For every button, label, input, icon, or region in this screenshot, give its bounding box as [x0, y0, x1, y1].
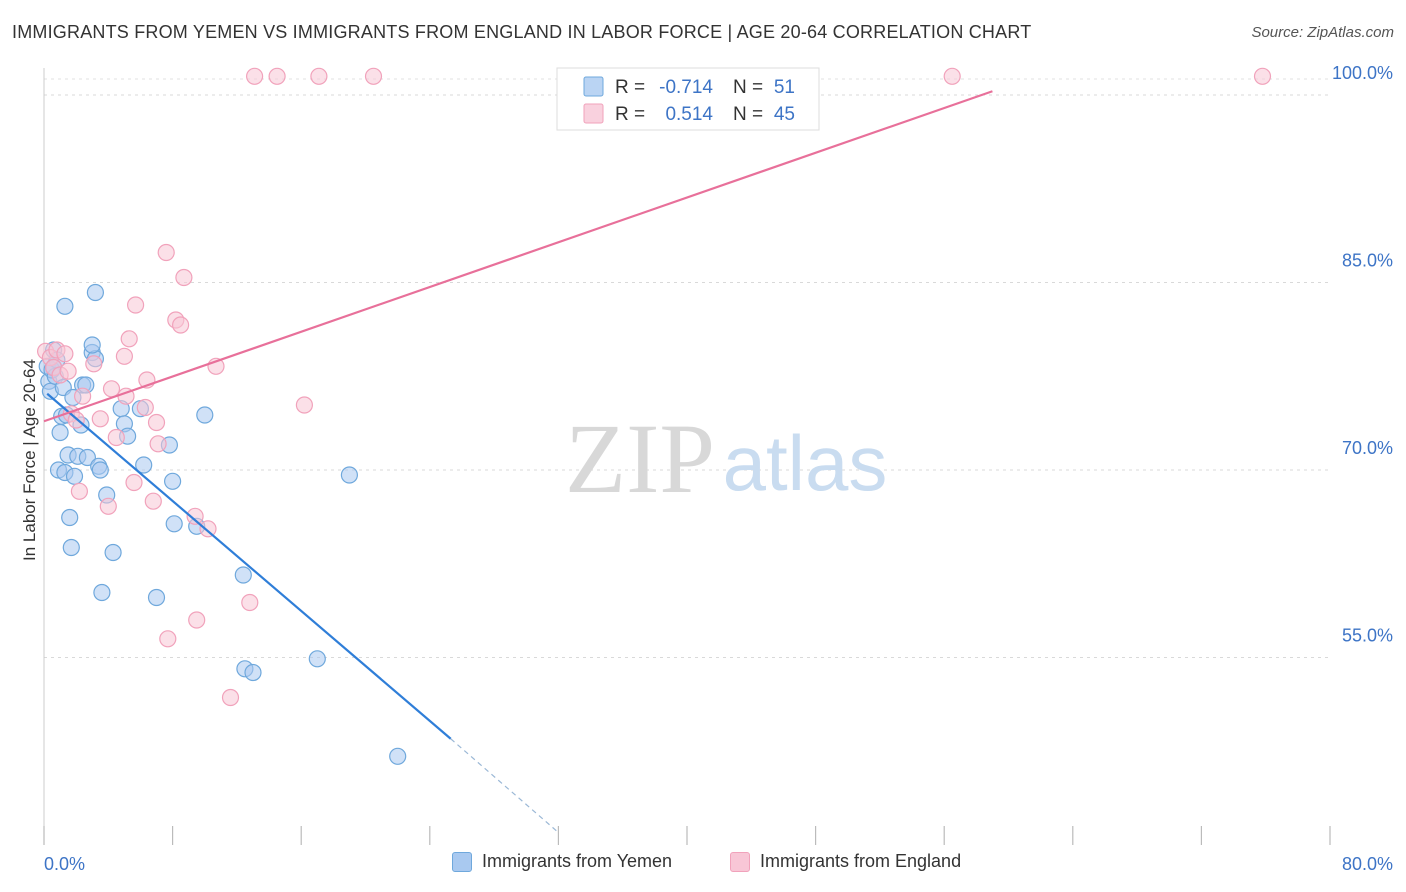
point-yemen-27 — [93, 583, 111, 602]
y-tick-label-70: 70.0% — [1342, 438, 1393, 458]
point-yemen-8 — [51, 423, 69, 442]
point-england-13 — [99, 497, 117, 515]
trend-line-yemen — [46, 392, 452, 740]
point-england-37 — [295, 396, 313, 414]
trend-extension-yemen — [450, 738, 559, 833]
legend-label-england: Immigrants from England — [760, 851, 962, 871]
point-england-39 — [268, 67, 286, 85]
point-england-19 — [125, 473, 143, 492]
point-england-34 — [221, 688, 240, 707]
point-yemen-40 — [196, 406, 214, 424]
x-tick-label-max: 80.0% — [1342, 854, 1393, 874]
point-yemen-38 — [165, 515, 183, 533]
grid-lines — [44, 78, 1330, 658]
y-tick-label-100: 100.0% — [1332, 63, 1393, 83]
legend-n-label-1: N = — [733, 104, 763, 125]
legend-swatch-1 — [583, 103, 604, 124]
y-tick-label-85: 85.0% — [1342, 251, 1393, 271]
point-england-6 — [59, 362, 77, 380]
point-england-5 — [56, 345, 74, 363]
point-england-30 — [186, 507, 204, 525]
point-yemen-44 — [308, 650, 326, 668]
point-england-11 — [85, 355, 103, 373]
legend-n-value-1: 45 — [774, 104, 795, 125]
legend-r-value-0: -0.714 — [659, 77, 713, 98]
point-england-15 — [107, 428, 125, 447]
point-yemen-41 — [234, 566, 252, 584]
chart-title: IMMIGRANTS FROM YEMEN VS IMMIGRANTS FROM… — [12, 22, 1032, 42]
point-yemen-14 — [61, 508, 79, 527]
watermark-atlas: atlas — [723, 419, 888, 507]
data-points — [36, 67, 1272, 765]
point-england-35 — [241, 593, 259, 612]
point-england-20 — [127, 296, 145, 314]
point-yemen-47 — [56, 297, 74, 315]
point-england-28 — [172, 316, 190, 334]
legend-r-value-1: 0.514 — [665, 104, 713, 125]
point-england-26 — [157, 243, 175, 262]
legend-item-england[interactable]: Immigrants from England — [730, 851, 961, 872]
trend-line-england — [43, 90, 993, 423]
point-england-31 — [188, 611, 206, 629]
point-england-44 — [1253, 67, 1272, 85]
legend-label-yemen: Immigrants from Yemen — [482, 851, 673, 871]
point-england-12 — [91, 410, 109, 428]
point-yemen-17 — [65, 467, 84, 485]
point-england-40 — [310, 67, 328, 85]
point-yemen-37 — [164, 472, 182, 490]
point-england-41 — [364, 67, 383, 85]
bottom-legend: Immigrants from Yemen Immigrants from En… — [0, 851, 1406, 877]
point-yemen-49 — [83, 336, 101, 354]
point-yemen-48 — [86, 283, 105, 302]
point-yemen-29 — [104, 543, 122, 562]
point-england-14 — [102, 380, 121, 398]
point-yemen-26 — [91, 461, 109, 479]
point-yemen-35 — [147, 588, 166, 607]
axes — [43, 68, 1331, 845]
x-tick-label-min: 0.0% — [44, 854, 85, 874]
legend-n-label-0: N = — [733, 77, 763, 98]
point-england-29 — [175, 268, 193, 287]
point-england-43 — [943, 67, 961, 85]
watermark: ZIP atlas — [565, 403, 887, 514]
legend-item-yemen[interactable]: Immigrants from Yemen — [452, 851, 672, 872]
source-credit: Source: ZipAtlas.com — [1251, 24, 1394, 41]
point-england-32 — [199, 520, 217, 538]
watermark-zip: ZIP — [565, 403, 715, 514]
point-england-24 — [147, 413, 166, 432]
point-yemen-15 — [62, 538, 80, 557]
point-yemen-46 — [389, 747, 407, 765]
point-yemen-22 — [78, 448, 97, 467]
point-england-18 — [120, 330, 138, 348]
point-england-25 — [149, 435, 167, 453]
point-england-36 — [159, 630, 177, 648]
tick-labels: 55.0% 70.0% 85.0% 100.0% 0.0% 80.0% — [44, 63, 1393, 874]
y-tick-label-55: 55.0% — [1342, 626, 1393, 646]
point-england-16 — [115, 347, 134, 365]
legend-swatch-0 — [583, 76, 604, 97]
legend-swatch-yemen — [452, 851, 472, 872]
point-yemen-43 — [244, 663, 262, 682]
legend-r-label-0: R = — [615, 77, 645, 98]
point-england-23 — [144, 492, 162, 510]
trend-lines — [43, 90, 993, 833]
legend-box: R = -0.714 N = 51 R = 0.514 N = 45 — [556, 67, 820, 131]
legend-swatch-england — [730, 851, 750, 872]
point-yemen-34 — [135, 456, 153, 474]
point-england-10 — [73, 387, 92, 405]
point-yemen-45 — [340, 466, 358, 484]
legend-r-label-1: R = — [615, 104, 645, 125]
point-england-21 — [136, 398, 154, 417]
point-england-38 — [246, 67, 264, 85]
legend-n-value-0: 51 — [774, 77, 795, 98]
point-england-9 — [70, 482, 89, 500]
